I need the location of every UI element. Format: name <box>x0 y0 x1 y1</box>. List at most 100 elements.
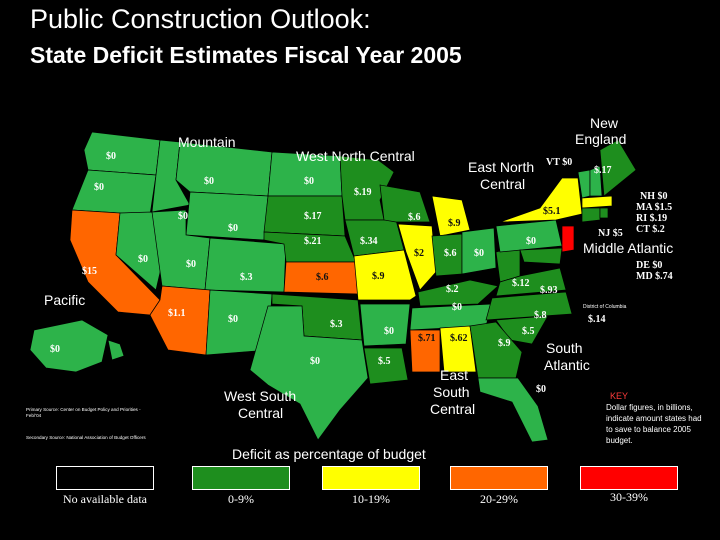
state-maine <box>599 139 637 197</box>
value-ky: $.2 <box>446 284 459 295</box>
state-new-hampshire <box>589 165 603 197</box>
value-ia: $.34 <box>360 236 378 247</box>
state-mississippi <box>409 329 441 373</box>
value-wv: $.12 <box>512 278 530 289</box>
source-secondary: Secondary Source: National Association o… <box>26 435 146 440</box>
state-minnesota <box>339 155 395 221</box>
legend-label-20-29: 20-29% <box>480 492 518 506</box>
value-vt: VT $0 <box>546 157 572 168</box>
value-ut: $0 <box>186 259 196 270</box>
region-label-south-atlantic-2: Atlantic <box>544 357 590 373</box>
region-label-west-north-central: West North Central <box>296 148 415 164</box>
value-va: $.93 <box>540 285 558 296</box>
state-maryland <box>519 247 563 265</box>
state-new-york <box>499 177 583 223</box>
legend-label-10-19: 10-19% <box>352 492 390 506</box>
value-ri: RI $.19 <box>636 213 667 224</box>
legend-swatch-20-29 <box>450 466 548 490</box>
state-virginia <box>495 267 567 297</box>
value-tn: $0 <box>452 302 462 313</box>
value-me: $.17 <box>594 165 612 176</box>
state-louisiana <box>363 347 409 385</box>
value-md: MD $.74 <box>636 271 673 282</box>
state-ohio <box>461 227 497 275</box>
value-mt: $0 <box>204 176 214 187</box>
legend-swatch-0-9 <box>192 466 290 490</box>
state-missouri <box>353 249 417 301</box>
value-oh: $0 <box>474 248 484 259</box>
state-kentucky <box>417 279 499 307</box>
value-ms: $.71 <box>418 333 436 344</box>
value-az: $1.1 <box>168 308 186 319</box>
value-ct: CT $.2 <box>636 224 665 235</box>
page-title: Public Construction Outlook: <box>30 4 371 34</box>
state-massachusetts <box>581 195 613 209</box>
value-in: $.6 <box>444 248 457 259</box>
legend-label-30-39: 30-39% <box>610 490 648 504</box>
value-nm: $0 <box>228 314 238 325</box>
key-title: KEY <box>610 391 629 401</box>
region-label-pacific: Pacific <box>44 292 85 308</box>
value-mn: $.19 <box>354 187 372 198</box>
legend-swatch-10-19 <box>322 466 420 490</box>
state-oregon <box>71 169 157 216</box>
source-primary: Primary Source: Center on Budget Policy … <box>26 407 141 418</box>
page-subtitle: State Deficit Estimates Fiscal Year 2005 <box>30 42 462 68</box>
state-alabama <box>439 325 477 373</box>
state-texas <box>249 305 369 441</box>
state-colorado <box>204 237 287 293</box>
key-text: Dollar figures, in billions, indicate am… <box>606 403 702 445</box>
value-nj: NJ $5 <box>598 228 623 239</box>
value-ca: $15 <box>82 266 97 277</box>
value-wy: $0 <box>228 223 238 234</box>
state-arkansas <box>359 303 411 347</box>
state-montana <box>175 141 273 197</box>
state-hawaii <box>107 339 125 361</box>
value-ks: $.6 <box>316 272 329 283</box>
value-nd: $0 <box>304 176 314 187</box>
state-alaska <box>29 319 109 373</box>
value-de: DE $0 <box>636 260 662 271</box>
legend-swatch-no-data <box>56 466 154 490</box>
value-nh: NH $0 <box>640 191 668 202</box>
legend-title: Deficit as percentage of budget <box>232 446 426 462</box>
state-nevada <box>115 211 163 291</box>
region-label-east-south-central-2: South <box>433 384 470 400</box>
state-connecticut <box>581 207 601 223</box>
value-ne: $.21 <box>304 236 322 247</box>
value-al: $.62 <box>450 333 468 344</box>
value-ga: $.9 <box>498 338 511 349</box>
state-arizona <box>149 285 211 356</box>
region-label-middle-atlantic: Middle Atlantic <box>583 240 673 256</box>
value-wa: $0 <box>106 151 116 162</box>
value-sc: $.5 <box>522 326 535 337</box>
value-co: $.3 <box>240 272 253 283</box>
region-label-east-south-central-3: Central <box>430 401 475 417</box>
region-label-new-england-1: New <box>590 115 619 131</box>
region-label-west-south-central-1: West South <box>224 388 296 404</box>
value-wi: $.6 <box>408 212 421 223</box>
value-sd: $.17 <box>304 211 322 222</box>
value-ak: $0 <box>50 344 60 355</box>
value-fl: $0 <box>536 384 546 395</box>
value-mo: $.9 <box>372 271 385 282</box>
region-label-east-north-central-1: East North <box>468 159 534 175</box>
value-or: $0 <box>94 182 104 193</box>
value-id: $0 <box>138 254 148 265</box>
dc-label: District of Columbia <box>583 304 627 310</box>
value-la: $.5 <box>378 356 391 367</box>
region-label-west-south-central-2: Central <box>238 405 283 421</box>
state-new-jersey <box>561 225 575 253</box>
state-michigan <box>431 195 471 237</box>
value-ok: $.3 <box>330 319 343 330</box>
value-ma: MA $1.5 <box>636 202 672 213</box>
legend-swatch-30-39 <box>580 466 678 490</box>
legend-label-0-9: 0-9% <box>228 492 254 506</box>
value-nv: $0 <box>178 211 188 222</box>
region-label-east-north-central-2: Central <box>480 176 525 192</box>
value-pa: $0 <box>526 236 536 247</box>
value-ar: $0 <box>384 326 394 337</box>
value-ny: $5.1 <box>543 206 561 217</box>
value-tx: $0 <box>310 356 320 367</box>
